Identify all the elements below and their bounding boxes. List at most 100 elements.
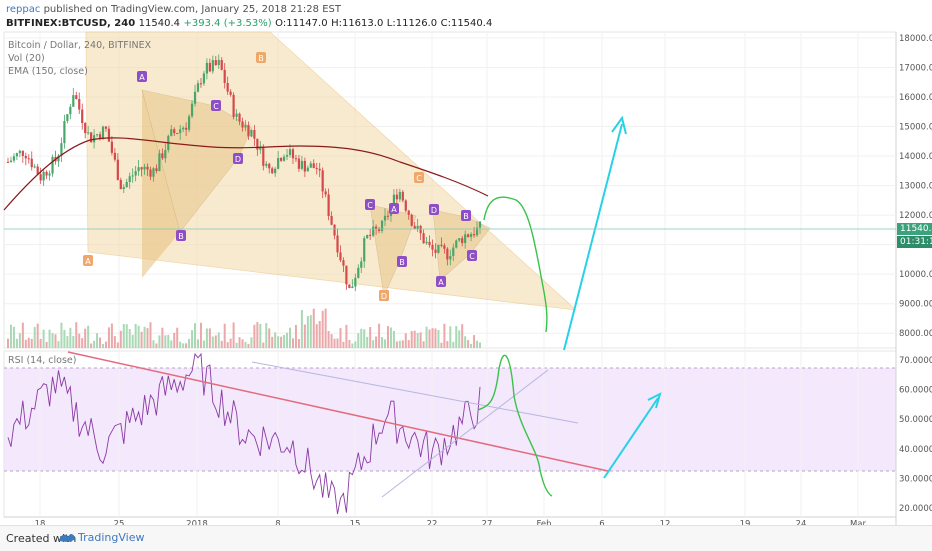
close-value: 11540.4 xyxy=(450,18,493,29)
candle-body xyxy=(271,168,274,174)
candle-body xyxy=(407,210,410,215)
volume-bar xyxy=(152,340,155,348)
rsi-series xyxy=(7,352,481,515)
volume-bar xyxy=(271,336,274,348)
candle-body xyxy=(455,240,458,248)
candle-body xyxy=(241,121,244,128)
candle-body xyxy=(383,215,387,221)
price-change: +393.4 (+3.53%) xyxy=(183,18,272,29)
candle-body xyxy=(202,73,206,84)
candle-body xyxy=(158,153,161,171)
pattern-label-box xyxy=(365,199,375,210)
pattern-label-text: C xyxy=(213,102,219,111)
candle-body xyxy=(469,234,473,237)
volume-bar xyxy=(66,336,69,348)
volume-bar xyxy=(202,340,205,348)
vol-legend: Vol (20) xyxy=(8,53,45,64)
candle-body xyxy=(478,221,482,228)
volume-bar xyxy=(244,341,247,348)
candle-body xyxy=(303,160,306,172)
chart-canvas[interactable]: ABCDABCDABCDABCD 8000.00009000.000010000… xyxy=(0,0,932,525)
pattern-label-box xyxy=(436,276,446,287)
candle-body xyxy=(69,106,72,115)
volume-bar xyxy=(306,316,309,348)
volume-bar xyxy=(339,328,342,348)
pattern-label-text: A xyxy=(85,257,91,266)
volume-bar xyxy=(372,340,375,348)
candle-body xyxy=(449,255,452,260)
volume-bar xyxy=(449,326,452,348)
pattern-label-text: C xyxy=(469,252,475,261)
candle-body xyxy=(475,227,479,236)
candle-body xyxy=(336,235,339,253)
candle-body xyxy=(375,226,378,229)
candle-body xyxy=(185,127,188,130)
volume-bar xyxy=(158,335,161,348)
candle-body xyxy=(75,95,78,100)
volume-bar xyxy=(375,336,378,348)
volume-bar xyxy=(247,343,250,348)
candle-body xyxy=(128,176,131,182)
candle-body xyxy=(211,60,214,72)
volume-bar xyxy=(60,322,63,348)
candle-body xyxy=(30,158,33,168)
candle-body xyxy=(372,226,375,236)
volume-bar xyxy=(357,333,360,348)
volume-bar xyxy=(363,329,366,348)
volume-bar xyxy=(345,324,348,348)
time-tick-label: 25 xyxy=(114,520,125,525)
candle-body xyxy=(131,175,134,177)
candle-body xyxy=(134,171,137,176)
volume-bar xyxy=(369,327,372,348)
pattern-label-text: C xyxy=(367,201,373,210)
pattern-label-text: A xyxy=(438,278,444,287)
volume-bar xyxy=(398,340,401,348)
volume-bar xyxy=(303,324,306,348)
volume-bar xyxy=(128,329,131,348)
pattern-label-box xyxy=(467,250,477,261)
volume-bar xyxy=(125,324,128,348)
publish-line: reppac published on TradingView.com, Jan… xyxy=(6,4,341,15)
volume-bar xyxy=(182,343,185,348)
volume-bar xyxy=(413,330,416,348)
candle-body xyxy=(244,125,247,128)
low-label: L: xyxy=(386,18,396,29)
volume-bar xyxy=(15,338,18,348)
candle-body xyxy=(33,166,36,168)
volume-bar xyxy=(7,338,9,348)
volume-bar xyxy=(235,342,238,348)
candle-body xyxy=(297,158,301,169)
candle-body xyxy=(467,234,470,237)
candle-body xyxy=(205,62,208,74)
candle-body xyxy=(458,238,461,241)
candle-body xyxy=(363,238,366,262)
author-link[interactable]: reppac xyxy=(6,4,41,15)
volume-bar xyxy=(143,326,146,348)
volume-bar xyxy=(289,327,292,348)
volume-bar xyxy=(72,336,75,348)
candle-body xyxy=(223,69,226,84)
candle-body xyxy=(232,94,235,117)
volume-bar xyxy=(220,340,223,348)
volume-bar xyxy=(36,323,39,348)
volume-bar xyxy=(116,342,119,348)
volume-bar xyxy=(354,341,357,348)
pattern-label-text: D xyxy=(381,292,387,301)
tradingview-link[interactable]: TradingView xyxy=(78,531,145,544)
price-tick-label: 18000.0000 xyxy=(899,34,932,44)
candle-body xyxy=(360,261,363,268)
low-value: 11126.0 xyxy=(395,18,438,29)
candle-body xyxy=(24,155,27,159)
candle-body xyxy=(208,62,211,72)
last-price: 11540.4 xyxy=(138,18,181,29)
projection-curve xyxy=(483,196,548,333)
candle-body xyxy=(440,244,443,246)
candle-body xyxy=(247,125,250,137)
time-tick-label: Mar xyxy=(850,520,867,525)
candle-body xyxy=(377,228,381,231)
volume-bar xyxy=(131,334,134,348)
volume-bar xyxy=(470,343,473,348)
rsi-line xyxy=(7,352,481,515)
price-tick-label: 15000.0000 xyxy=(899,123,932,133)
volume-bar xyxy=(51,333,54,348)
